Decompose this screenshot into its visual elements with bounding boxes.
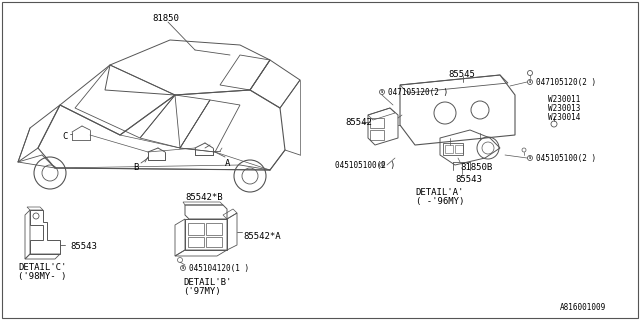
Text: 85542*A: 85542*A (243, 232, 280, 241)
Bar (370, 118, 384, 128)
Text: 81850: 81850 (152, 14, 179, 23)
Text: 85543: 85543 (455, 175, 482, 184)
Bar (455, 145, 463, 153)
Text: C: C (62, 132, 67, 141)
Text: 85545: 85545 (448, 70, 475, 79)
Text: ('98MY- ): ('98MY- ) (18, 272, 67, 281)
Bar (370, 130, 384, 140)
Bar (188, 223, 204, 235)
Text: S: S (381, 90, 383, 94)
Bar (206, 237, 222, 247)
Bar (188, 237, 204, 247)
Text: 85542: 85542 (345, 118, 372, 127)
Text: A816001009: A816001009 (560, 303, 606, 312)
Text: DETAIL'B': DETAIL'B' (183, 278, 232, 287)
Text: S: S (529, 156, 531, 160)
Bar (443, 143, 463, 155)
Text: A: A (225, 159, 230, 168)
Text: 045105100(2 ): 045105100(2 ) (335, 161, 395, 170)
Text: S: S (529, 80, 531, 84)
Text: 85542*B: 85542*B (185, 193, 223, 202)
Text: 047105120(2 ): 047105120(2 ) (388, 88, 448, 97)
Text: 045104120(1 ): 045104120(1 ) (189, 264, 249, 273)
Text: W230014: W230014 (548, 113, 580, 122)
Text: ('97MY): ('97MY) (183, 287, 221, 296)
Text: W230011: W230011 (548, 95, 580, 104)
Text: 047105120(2 ): 047105120(2 ) (536, 78, 596, 87)
Text: 81850B: 81850B (460, 163, 492, 172)
Text: DETAIL'C': DETAIL'C' (18, 263, 67, 272)
Text: 85543: 85543 (70, 242, 97, 251)
Text: B: B (133, 163, 138, 172)
Text: DETAIL'A': DETAIL'A' (416, 188, 464, 197)
Text: W230013: W230013 (548, 104, 580, 113)
Text: S: S (182, 266, 184, 270)
Text: 045105100(2 ): 045105100(2 ) (536, 154, 596, 163)
Bar (206, 223, 222, 235)
Text: S: S (381, 163, 383, 167)
Bar (445, 145, 453, 153)
Text: ( -'96MY): ( -'96MY) (416, 197, 464, 206)
